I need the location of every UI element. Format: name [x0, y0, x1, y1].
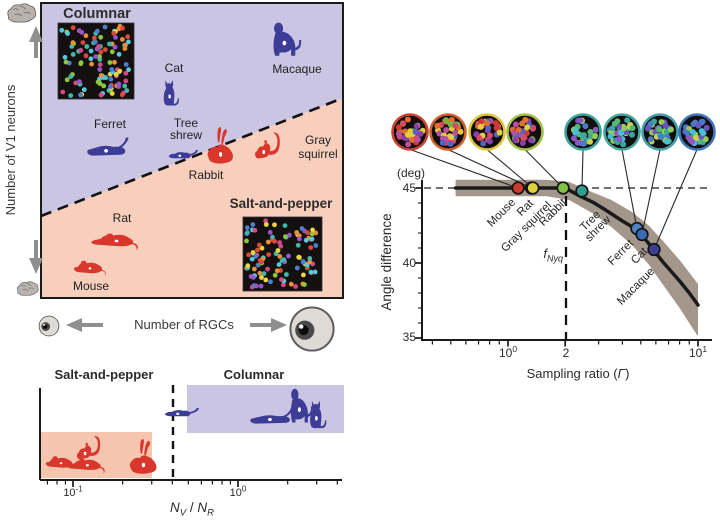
strip-salt-label: Salt-and-pepper: [55, 367, 154, 382]
ytick-35: 35: [403, 330, 417, 344]
map-y-axis-label: Number of V1 neurons: [3, 84, 18, 215]
point-gray-squirrel: [526, 181, 540, 195]
panel-v1-rgc-map: Columnar Salt-and-pepper Macaque Cat Fer…: [40, 2, 344, 299]
map-panel-border: [40, 2, 344, 299]
right-arrow-icon: [271, 318, 287, 332]
species-data-points: [511, 181, 661, 257]
curve-tree-shrew-label: Tree shrew: [578, 209, 614, 244]
columnar-region-label: Columnar: [63, 6, 131, 22]
rabbit-label: Rabbit: [189, 168, 224, 182]
mouse-label: Mouse: [73, 279, 109, 293]
ferret-label: Ferret: [94, 117, 127, 131]
macaque-label: Macaque: [272, 62, 322, 76]
deg-unit-label: (deg): [397, 166, 425, 180]
orientation-map-inset-circles: [391, 113, 716, 151]
strip-ticks: [46, 480, 338, 487]
connector-gray-squirrel: [486, 149, 534, 189]
curve-x-axis-label: Sampling ratio (Γ): [527, 366, 630, 381]
strip-xtick-1: 100: [230, 485, 247, 500]
point-macaque: [647, 242, 661, 257]
curve-mouse-label: Mouse: [485, 197, 518, 230]
strip-x-axis-label: NV / NR: [170, 500, 214, 519]
cat-label: Cat: [165, 61, 184, 75]
connector-ferret: [621, 149, 638, 229]
ytick-45: 45: [403, 181, 417, 195]
connector-mouse: [409, 148, 519, 189]
connector-macaque: [653, 149, 698, 250]
connector-cat: [641, 149, 661, 235]
connector-tree-shrew: [581, 149, 584, 192]
point-cat: [635, 227, 649, 242]
salt-and-pepper-region-label: Salt-and-pepper: [230, 196, 334, 211]
curve-plot-ticks: [415, 187, 699, 347]
confidence-band: [455, 179, 698, 337]
xtick-1: 100: [499, 344, 517, 360]
xtick-2: 2: [563, 346, 570, 360]
point-rabbit: [556, 181, 570, 195]
gray-squirrel-label-line1: Gray: [305, 133, 331, 147]
small-brain-icon: [16, 281, 39, 296]
salt-and-pepper-orientation-map-inset: [242, 216, 323, 292]
map-boundary-dashed-line: [40, 96, 344, 218]
panel-angle-vs-sampling: (deg) 45 40 35 Angle difference 100 2 10…: [379, 113, 716, 381]
gray-squirrel-label-line2: squirrel: [298, 147, 337, 161]
xtick-10: 101: [689, 344, 707, 360]
panel-nv-nr-ratio: Salt-and-pepper Columnar 10-1 100 NV / N…: [39, 367, 344, 519]
ytick-40: 40: [403, 256, 417, 270]
columnar-orientation-map-inset: [57, 22, 135, 100]
curve-macaque-label: Macaque: [615, 266, 657, 308]
down-arrow-icon: [29, 258, 43, 274]
left-arrow-icon: [66, 318, 82, 332]
rat-label: Rat: [113, 211, 132, 225]
large-eye-icon: [289, 306, 335, 352]
point-tree-shrew: [575, 184, 589, 198]
point-mouse: [511, 181, 525, 195]
strip-xtick-0.1: 10-1: [63, 485, 83, 500]
curve-y-axis-label: Angle difference: [379, 213, 394, 310]
large-brain-icon: [7, 3, 37, 23]
tree-shrew-label-line2: shrew: [170, 128, 202, 142]
tree-shrew-label-line1: Tree: [174, 116, 199, 130]
up-arrow-icon: [29, 26, 43, 42]
connector-rabbit: [524, 149, 564, 189]
strip-columnar-label: Columnar: [224, 367, 285, 382]
nyquist-frequency-label: fNyq: [543, 246, 563, 264]
model-curve: [453, 186, 700, 307]
map-x-axis-label: Number of RGCs: [134, 317, 234, 332]
map-axis-annotations: Number of V1 neurons Number of RGCs: [3, 3, 335, 352]
small-eye-icon: [38, 315, 60, 337]
